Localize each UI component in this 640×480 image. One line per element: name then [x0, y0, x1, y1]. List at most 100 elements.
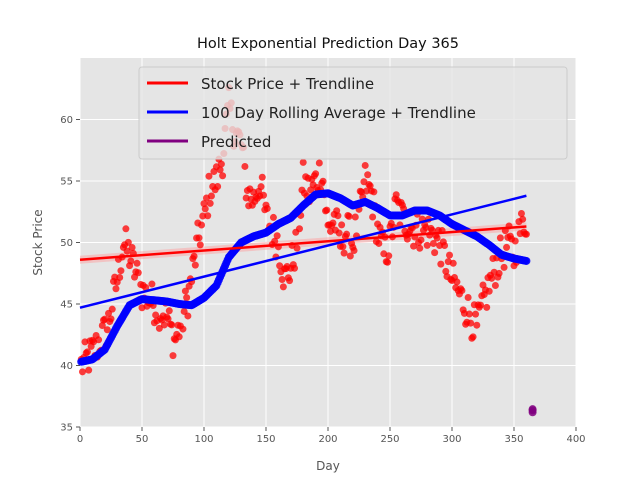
- stock-price-point: [364, 171, 372, 179]
- stock-price-point: [142, 284, 150, 292]
- rolling-average-point: [522, 256, 531, 265]
- stock-price-point: [201, 205, 209, 213]
- stock-price-point: [204, 212, 212, 220]
- stock-price-point: [329, 219, 337, 227]
- y-tick-label: 45: [60, 300, 73, 311]
- x-tick-label: 200: [318, 434, 337, 445]
- stock-price-point: [488, 274, 496, 282]
- stock-price-point: [207, 192, 215, 200]
- stock-price-point: [160, 321, 168, 329]
- stock-price-point: [196, 241, 204, 249]
- stock-price-point: [428, 226, 436, 234]
- stock-price-point: [95, 336, 103, 344]
- stock-price-point: [168, 321, 176, 329]
- y-axis-label: Stock Price: [31, 209, 45, 275]
- stock-price-point: [269, 213, 277, 221]
- stock-price-point: [334, 212, 342, 220]
- stock-price-point: [464, 293, 472, 301]
- y-tick-label: 50: [60, 238, 73, 249]
- chart-marks: [77, 84, 537, 417]
- stock-price-point: [219, 172, 227, 180]
- stock-price-point: [312, 170, 320, 178]
- stock-price-point: [128, 243, 136, 251]
- x-tick-label: 100: [194, 434, 213, 445]
- legend: Stock Price + Trendline 100 Day Rolling …: [138, 66, 568, 160]
- stock-price-point: [258, 173, 266, 181]
- stock-price-point: [495, 269, 503, 277]
- stock-price-point: [453, 278, 461, 286]
- stock-price-point: [385, 252, 393, 260]
- stock-price-point: [83, 348, 91, 356]
- stock-price-point: [350, 247, 358, 255]
- stock-price-point: [134, 269, 142, 277]
- stock-price-point: [343, 230, 351, 238]
- stock-price-point: [112, 285, 120, 293]
- x-tick-label: 300: [442, 434, 461, 445]
- stock-price-point: [449, 259, 457, 267]
- stock-price-point: [351, 213, 359, 221]
- stock-price-point: [500, 263, 508, 271]
- x-tick-label: 350: [504, 434, 523, 445]
- stock-price-point: [491, 282, 499, 290]
- stock-price-point: [195, 234, 203, 242]
- stock-price-point: [417, 236, 425, 244]
- stock-price-point: [370, 188, 378, 196]
- stock-price-point: [291, 264, 299, 272]
- stock-price-point: [273, 232, 281, 240]
- stock-price-point: [116, 274, 124, 282]
- stock-price-point: [257, 183, 265, 191]
- stock-price-point: [410, 242, 418, 250]
- stock-price-point: [338, 221, 346, 229]
- stock-price-point: [107, 315, 115, 323]
- stock-price-trendline: [79, 225, 527, 261]
- stock-price-point: [293, 244, 301, 252]
- x-tick-label: 0: [77, 434, 83, 445]
- stock-price-point: [152, 311, 160, 319]
- stock-price-point: [241, 162, 249, 170]
- stock-price-point: [375, 239, 383, 247]
- stock-price-point: [263, 205, 271, 213]
- stock-price-point: [340, 249, 348, 257]
- stock-price-point: [369, 213, 377, 221]
- stock-price-point: [190, 252, 198, 260]
- stock-price-point: [299, 158, 307, 166]
- stock-price-point: [433, 234, 441, 242]
- stock-price-point: [429, 239, 437, 247]
- legend-label-stock: Stock Price + Trendline: [201, 75, 374, 93]
- stock-price-point: [446, 251, 454, 259]
- stock-price-point: [416, 244, 424, 252]
- stock-price-point: [117, 267, 125, 275]
- stock-price-point: [437, 260, 445, 268]
- x-tick-label: 150: [256, 434, 275, 445]
- x-tick-label: 50: [136, 434, 149, 445]
- stock-price-point: [271, 237, 279, 245]
- x-axis-label: Day: [316, 459, 340, 473]
- stock-price-point: [345, 212, 353, 220]
- stock-price-point: [98, 321, 106, 329]
- rolling-average-trendline: [79, 194, 527, 309]
- stock-price-point: [199, 212, 207, 220]
- stock-price-point: [278, 276, 286, 284]
- stock-price-point: [477, 301, 485, 309]
- stock-price-point: [133, 259, 141, 267]
- stock-price-point: [148, 280, 156, 288]
- stock-price-point: [384, 258, 392, 266]
- stock-price-point: [127, 257, 135, 265]
- stock-price-point: [522, 230, 530, 238]
- legend-label-predicted: Predicted: [201, 133, 271, 151]
- stock-price-point: [361, 161, 369, 169]
- axis-ticks: 0 50 100 150 200 250 300 350 400 35 40 45 50 55 60: [60, 115, 585, 445]
- stock-price-point: [122, 225, 130, 233]
- stock-price-point: [346, 252, 354, 260]
- x-tick-label: 250: [380, 434, 399, 445]
- stock-price-point: [206, 199, 214, 207]
- stock-price-point: [155, 324, 163, 332]
- stock-price-point: [339, 243, 347, 251]
- stock-price-point: [485, 287, 493, 295]
- stock-price-point: [217, 160, 225, 168]
- stock-price-point: [123, 247, 131, 255]
- stock-price-point: [469, 333, 477, 341]
- stock-price-point: [279, 283, 287, 291]
- stock-price-point: [467, 319, 475, 327]
